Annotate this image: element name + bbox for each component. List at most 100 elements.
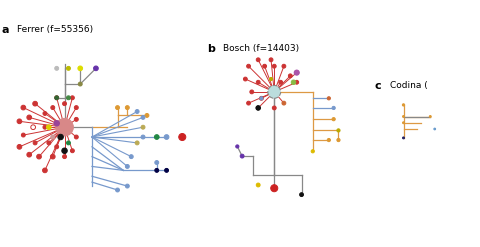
Circle shape <box>260 97 263 100</box>
Circle shape <box>311 150 314 153</box>
Circle shape <box>51 135 55 139</box>
Circle shape <box>50 154 55 159</box>
Circle shape <box>337 138 340 142</box>
Text: Codina (: Codina ( <box>390 81 428 90</box>
Circle shape <box>268 85 281 98</box>
Circle shape <box>155 168 159 172</box>
Circle shape <box>260 96 264 100</box>
Circle shape <box>256 106 261 110</box>
Text: c: c <box>374 81 381 91</box>
Circle shape <box>236 145 239 148</box>
Circle shape <box>51 106 55 110</box>
Circle shape <box>62 102 67 106</box>
Circle shape <box>74 135 78 139</box>
Circle shape <box>17 144 22 149</box>
Circle shape <box>55 145 59 149</box>
Circle shape <box>141 125 145 129</box>
Circle shape <box>94 66 98 71</box>
Circle shape <box>300 193 303 197</box>
Circle shape <box>54 121 60 126</box>
Circle shape <box>403 137 405 139</box>
Circle shape <box>129 155 133 159</box>
Circle shape <box>22 133 25 137</box>
Circle shape <box>71 96 74 100</box>
Circle shape <box>55 96 59 100</box>
Circle shape <box>43 125 47 129</box>
Circle shape <box>256 106 260 110</box>
Circle shape <box>56 118 73 136</box>
Text: b: b <box>207 44 215 54</box>
Circle shape <box>78 66 83 71</box>
Circle shape <box>33 141 37 145</box>
Circle shape <box>74 106 78 110</box>
Circle shape <box>327 97 330 100</box>
Circle shape <box>145 113 149 117</box>
Text: Bosch (f=14403): Bosch (f=14403) <box>223 44 299 53</box>
Circle shape <box>272 64 276 68</box>
Circle shape <box>165 168 168 172</box>
Circle shape <box>135 141 139 145</box>
Circle shape <box>337 129 340 132</box>
Circle shape <box>179 133 186 141</box>
Circle shape <box>332 106 335 110</box>
Circle shape <box>31 125 36 130</box>
Circle shape <box>155 161 159 165</box>
Circle shape <box>47 125 51 130</box>
Circle shape <box>27 115 32 120</box>
Circle shape <box>141 115 145 119</box>
Circle shape <box>282 64 286 68</box>
Text: Ferrer (f=55356): Ferrer (f=55356) <box>17 25 94 34</box>
Circle shape <box>58 134 63 140</box>
Circle shape <box>240 154 244 158</box>
Circle shape <box>62 155 67 159</box>
Circle shape <box>55 96 59 100</box>
Circle shape <box>135 110 139 113</box>
Circle shape <box>256 80 260 84</box>
Circle shape <box>247 101 251 105</box>
Circle shape <box>295 71 299 75</box>
Circle shape <box>141 135 145 139</box>
Circle shape <box>295 80 299 84</box>
Circle shape <box>271 185 278 192</box>
Circle shape <box>36 154 41 159</box>
Circle shape <box>272 106 276 110</box>
Circle shape <box>27 152 32 157</box>
Circle shape <box>282 101 286 105</box>
Circle shape <box>33 101 37 106</box>
Circle shape <box>250 90 254 94</box>
Circle shape <box>47 141 51 145</box>
Circle shape <box>116 188 120 192</box>
Circle shape <box>21 105 26 110</box>
Circle shape <box>243 77 247 81</box>
Circle shape <box>125 165 129 168</box>
Circle shape <box>125 184 129 188</box>
Circle shape <box>74 117 78 121</box>
Circle shape <box>116 106 120 110</box>
Circle shape <box>256 183 260 187</box>
Circle shape <box>332 118 335 121</box>
Circle shape <box>67 96 71 100</box>
Circle shape <box>62 148 67 153</box>
Circle shape <box>67 141 71 145</box>
Circle shape <box>402 104 405 106</box>
Circle shape <box>269 78 273 81</box>
Circle shape <box>43 168 47 173</box>
Circle shape <box>291 80 296 84</box>
Circle shape <box>155 135 159 139</box>
Circle shape <box>164 135 169 139</box>
Circle shape <box>247 64 251 68</box>
Circle shape <box>279 80 283 84</box>
Circle shape <box>256 58 260 62</box>
Circle shape <box>294 70 300 75</box>
Circle shape <box>434 128 436 130</box>
Circle shape <box>55 66 59 70</box>
Circle shape <box>263 64 266 68</box>
Circle shape <box>17 119 22 124</box>
Circle shape <box>288 74 292 78</box>
Circle shape <box>67 66 71 70</box>
Circle shape <box>327 138 330 142</box>
Circle shape <box>403 116 405 118</box>
Circle shape <box>429 116 431 118</box>
Text: a: a <box>2 25 9 35</box>
Circle shape <box>403 122 405 124</box>
